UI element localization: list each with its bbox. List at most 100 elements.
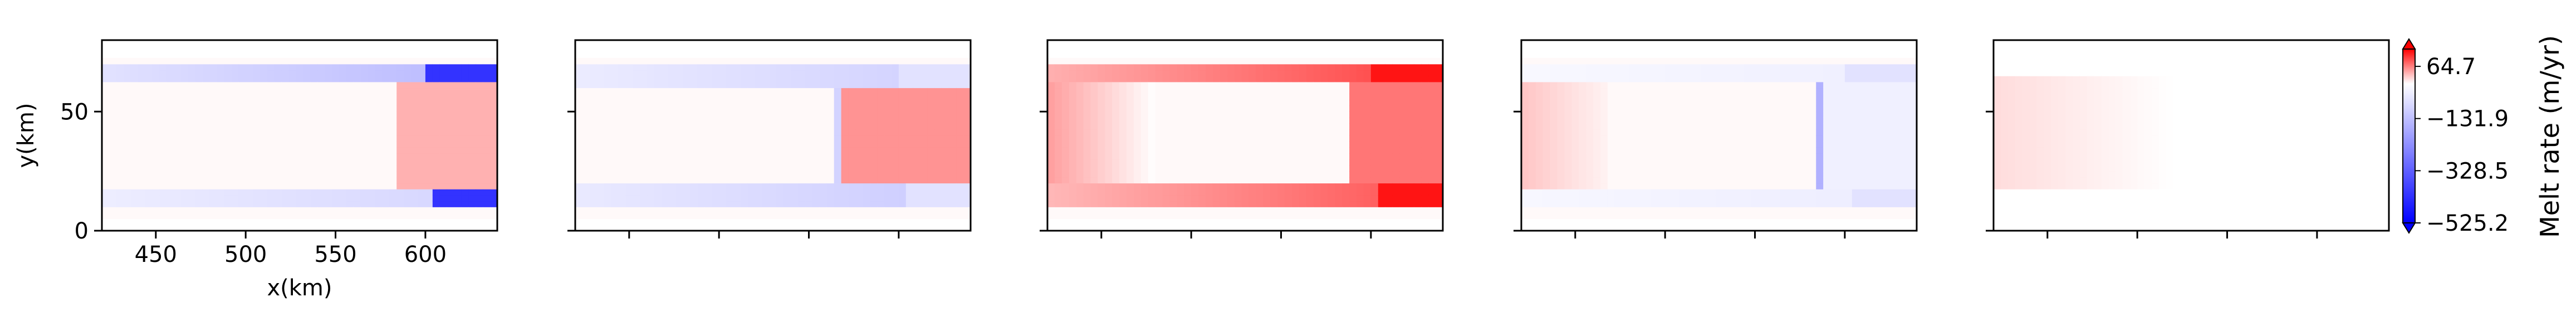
heatmap-cell [411, 141, 419, 148]
heatmap-cell [288, 201, 297, 207]
heatmap-cell [425, 129, 433, 136]
heatmap-cell [166, 111, 174, 118]
heatmap-cell [468, 207, 476, 213]
heatmap-cell [949, 111, 957, 118]
heatmap-cell [109, 99, 117, 106]
heatmap-cell [884, 76, 892, 82]
heatmap-cell [683, 111, 691, 118]
heatmap-cell [898, 212, 907, 220]
heatmap-cell [855, 212, 863, 220]
heatmap-cell [1364, 129, 1372, 136]
heatmap-cell [1535, 117, 1544, 124]
heatmap-cell [1335, 194, 1343, 202]
heatmap-cell [755, 76, 763, 82]
heatmap-cell [1184, 183, 1192, 189]
heatmap-cell [483, 141, 491, 148]
heatmap-cell [1277, 99, 1285, 106]
heatmap-cell [647, 177, 655, 184]
heatmap-cell [317, 123, 325, 130]
heatmap-cell [1557, 153, 1565, 160]
heatmap-cell [1356, 70, 1364, 76]
heatmap-cell [1313, 147, 1321, 154]
heatmap-cell [1593, 183, 1601, 189]
heatmap-cell [1622, 147, 1630, 154]
heatmap-cell [1414, 76, 1422, 82]
heatmap-cell [1428, 111, 1436, 118]
heatmap-cell [1436, 111, 1443, 118]
heatmap-cell [712, 99, 719, 106]
heatmap-cell [783, 171, 791, 178]
heatmap-cell [1184, 147, 1192, 154]
heatmap-cell [253, 64, 261, 71]
heatmap-cell [1177, 129, 1184, 136]
heatmap-cell [898, 129, 907, 136]
heatmap-cell [396, 64, 404, 71]
heatmap-cell [1564, 177, 1572, 184]
heatmap-cell [1083, 129, 1091, 136]
y-tick-label: 0 [75, 218, 89, 244]
heatmap-cell [166, 123, 174, 130]
heatmap-cell [411, 94, 419, 100]
heatmap-cell [589, 105, 598, 112]
heatmap-cell [145, 153, 153, 160]
heatmap-cell [138, 147, 146, 154]
heatmap-cell [618, 177, 626, 184]
heatmap-cell [1320, 58, 1329, 65]
heatmap-cell [1162, 76, 1171, 82]
heatmap-cell [432, 212, 440, 220]
heatmap-cell [1083, 159, 1091, 166]
heatmap-cell [805, 64, 813, 71]
heatmap-cell [596, 81, 605, 89]
heatmap-cell [776, 177, 784, 184]
heatmap-cell [1127, 64, 1134, 71]
heatmap-cell [1629, 64, 1637, 71]
heatmap-cell [949, 64, 957, 71]
heatmap-cell [1593, 153, 1601, 160]
heatmap-cell [1320, 129, 1329, 136]
heatmap-cell [209, 153, 218, 160]
heatmap-cell [783, 201, 791, 207]
heatmap-cell [181, 87, 189, 94]
heatmap-cell [640, 141, 648, 148]
heatmap-cell [253, 111, 261, 118]
heatmap-cell [1399, 87, 1408, 94]
heatmap-cell [1586, 171, 1594, 178]
heatmap-cell [1256, 189, 1263, 196]
heatmap-cell [755, 212, 763, 220]
heatmap-cell [625, 76, 633, 82]
heatmap-cell [1521, 207, 1529, 213]
heatmap-cell [712, 153, 719, 160]
heatmap-cell [1356, 64, 1364, 71]
heatmap-cell [826, 123, 835, 130]
heatmap-cell [1220, 99, 1228, 106]
heatmap-cell [274, 76, 282, 82]
heatmap-cell [1313, 207, 1321, 213]
heatmap-cell [1370, 189, 1379, 196]
heatmap-cell [447, 141, 455, 148]
heatmap-cell [963, 207, 971, 213]
heatmap-cell [325, 159, 332, 166]
heatmap-cell [260, 105, 268, 112]
heatmap-cell [719, 81, 727, 89]
heatmap-cell [697, 58, 705, 65]
heatmap-cell [1607, 177, 1615, 184]
heatmap-cell [582, 165, 590, 172]
heatmap-cell [618, 135, 626, 142]
heatmap-cell [1198, 177, 1206, 184]
heatmap-cell [1270, 165, 1278, 172]
heatmap-cell [661, 212, 669, 220]
heatmap-cell [870, 159, 878, 166]
heatmap-cell [1385, 58, 1393, 65]
heatmap-cell [683, 123, 691, 130]
heatmap-cell [1392, 141, 1400, 148]
heatmap-cell [1399, 81, 1408, 89]
heatmap-cell [102, 76, 110, 82]
heatmap-cell [325, 111, 332, 118]
heatmap-cell [1112, 70, 1120, 76]
heatmap-cell [1622, 87, 1630, 94]
heatmap-cell [1098, 111, 1105, 118]
heatmap-cell [1112, 201, 1120, 207]
heatmap-cell [826, 189, 835, 196]
heatmap-cell [819, 212, 827, 220]
heatmap-cell [1133, 58, 1142, 65]
